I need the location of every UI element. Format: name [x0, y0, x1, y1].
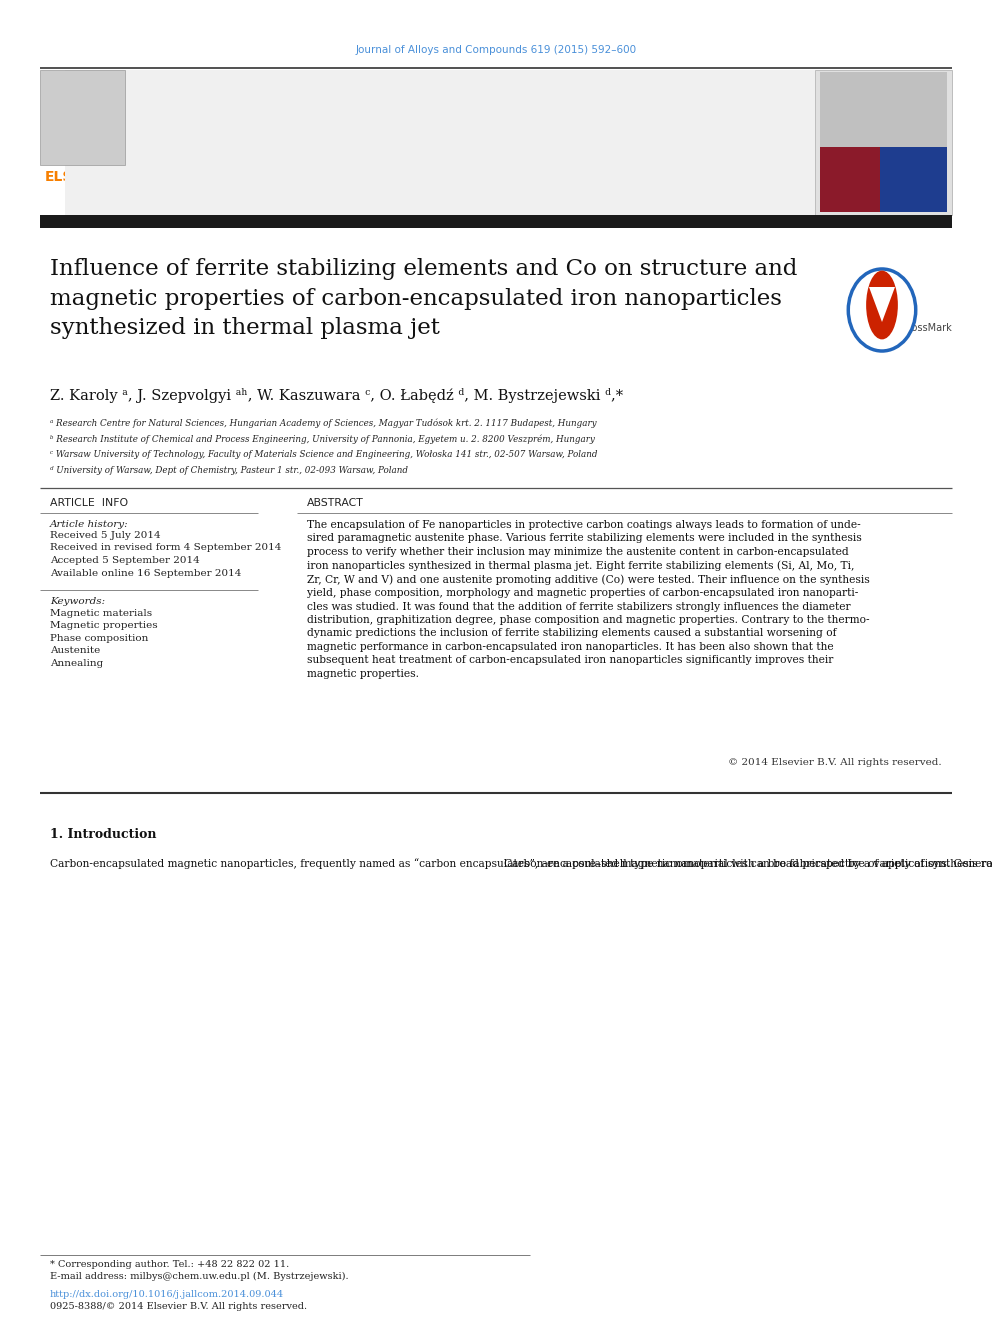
Text: 1. Introduction: 1. Introduction: [50, 828, 157, 841]
Text: Carbon-encapsulated magnetic nanoparticles, frequently named as “carbon encapsul: Carbon-encapsulated magnetic nanoparticl…: [50, 859, 992, 869]
Text: 0925-8388/© 2014 Elsevier B.V. All rights reserved.: 0925-8388/© 2014 Elsevier B.V. All right…: [50, 1302, 308, 1311]
Text: Carbon-encapsulated magnetic nanoparticles can be fabricated by a variety of syn: Carbon-encapsulated magnetic nanoparticl…: [504, 859, 992, 869]
Text: Magnetic materials
Magnetic properties
Phase composition
Austenite
Annealing: Magnetic materials Magnetic properties P…: [50, 609, 158, 668]
Text: ELSEVIER: ELSEVIER: [45, 169, 119, 184]
Text: Z. Karoly ᵃ, J. Szepvolgyi ᵃʰ, W. Kaszuwara ᶜ, O. Łabędź ᵈ, M. Bystrzejewski ᵈ,*: Z. Karoly ᵃ, J. Szepvolgyi ᵃʰ, W. Kaszuw…: [50, 388, 623, 404]
Text: Keywords:: Keywords:: [50, 597, 105, 606]
Text: Contents lists available at: Contents lists available at: [241, 89, 408, 98]
Text: http://dx.doi.org/10.1016/j.jallcom.2014.09.044: http://dx.doi.org/10.1016/j.jallcom.2014…: [50, 1290, 284, 1299]
Text: E-mail address: milbys@chem.uw.edu.pl (M. Bystrzejewski).: E-mail address: milbys@chem.uw.edu.pl (M…: [50, 1271, 348, 1281]
Text: ScienceDirect: ScienceDirect: [410, 89, 496, 98]
Text: Journal of Alloys and Compounds: Journal of Alloys and Compounds: [217, 123, 663, 148]
Text: * Corresponding author. Tel.: +48 22 822 02 11.: * Corresponding author. Tel.: +48 22 822…: [50, 1259, 290, 1269]
Text: journal homepage: www.elsevier.com/locate/jalcom: journal homepage: www.elsevier.com/locat…: [297, 172, 583, 183]
Text: Article history:: Article history:: [50, 520, 129, 529]
Text: The encapsulation of Fe nanoparticles in protective carbon coatings always leads: The encapsulation of Fe nanoparticles in…: [307, 520, 870, 679]
Text: ARTICLE  INFO: ARTICLE INFO: [50, 497, 128, 508]
Text: ABSTRACT: ABSTRACT: [307, 497, 364, 508]
Text: © 2014 Elsevier B.V. All rights reserved.: © 2014 Elsevier B.V. All rights reserved…: [728, 758, 942, 767]
Text: ᵈ University of Warsaw, Dept of Chemistry, Pasteur 1 str., 02-093 Warsaw, Poland: ᵈ University of Warsaw, Dept of Chemistr…: [50, 466, 408, 475]
Text: ᵃ Research Centre for Natural Sciences, Hungarian Academy of Sciences, Magyar Tu: ᵃ Research Centre for Natural Sciences, …: [50, 418, 596, 427]
Text: ᶜ Warsaw University of Technology, Faculty of Materials Science and Engineering,: ᶜ Warsaw University of Technology, Facul…: [50, 450, 597, 459]
Text: Journal of
ALLOYS
AND COMPOUNDS: Journal of ALLOYS AND COMPOUNDS: [824, 85, 888, 103]
Text: Journal of Alloys and Compounds 619 (2015) 592–600: Journal of Alloys and Compounds 619 (201…: [355, 45, 637, 56]
Text: Received 5 July 2014
Received in revised form 4 September 2014
Accepted 5 Septem: Received 5 July 2014 Received in revised…: [50, 531, 282, 578]
Text: CrossMark: CrossMark: [902, 323, 952, 333]
Text: Influence of ferrite stabilizing elements and Co on structure and
magnetic prope: Influence of ferrite stabilizing element…: [50, 258, 798, 339]
Text: ᵇ Research Institute of Chemical and Process Engineering, University of Pannonia: ᵇ Research Institute of Chemical and Pro…: [50, 434, 595, 443]
